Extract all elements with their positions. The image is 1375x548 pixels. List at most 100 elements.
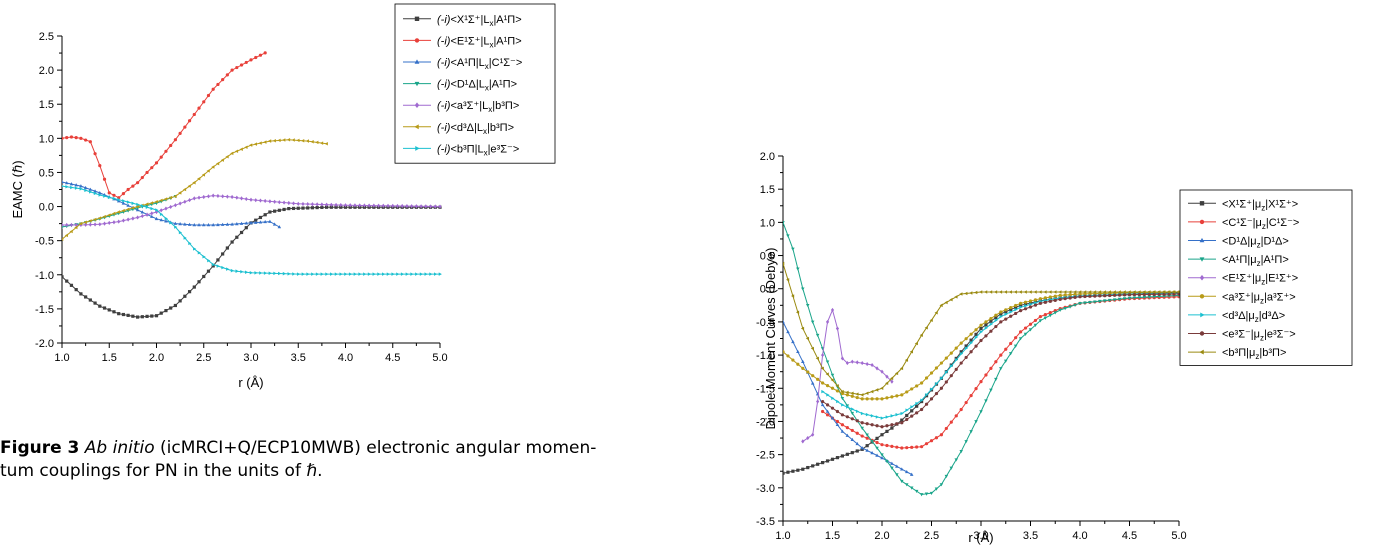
data-point	[1048, 299, 1052, 303]
data-point	[836, 399, 840, 404]
data-point	[329, 205, 333, 209]
data-point	[263, 140, 267, 144]
data-point	[1107, 290, 1111, 294]
data-point	[994, 318, 998, 323]
data-point	[855, 409, 860, 414]
data-point	[187, 119, 192, 123]
data-point	[273, 209, 277, 213]
data-point	[855, 360, 859, 365]
data-point	[319, 141, 324, 145]
data-point	[920, 381, 924, 385]
data-point	[315, 140, 319, 145]
data-point	[391, 203, 395, 208]
data-point	[939, 483, 944, 487]
data-point	[287, 200, 291, 206]
data-point	[187, 222, 192, 226]
data-point	[979, 338, 983, 343]
data-point	[865, 436, 869, 440]
data-point	[1038, 290, 1042, 294]
data-point	[320, 272, 324, 276]
data-point	[150, 214, 154, 218]
legend-item: (-i)<b³Π|Lx​|e³Σ⁻>	[403, 143, 519, 157]
data-point	[112, 193, 116, 197]
data-point	[249, 143, 253, 147]
data-point	[870, 440, 874, 444]
data-point	[174, 225, 178, 229]
data-point	[183, 199, 187, 204]
data-point	[944, 380, 948, 384]
data-point	[1088, 300, 1092, 305]
data-point	[900, 467, 904, 471]
data-point	[860, 447, 864, 451]
data-point	[914, 341, 918, 346]
data-point	[244, 270, 249, 274]
data-point	[964, 355, 968, 360]
data-point	[65, 136, 69, 140]
data-point	[235, 269, 239, 273]
data-point	[1028, 322, 1033, 326]
data-point	[801, 287, 805, 291]
data-point	[197, 223, 201, 227]
data-point	[93, 222, 97, 227]
data-point	[1013, 290, 1017, 294]
data-point	[263, 213, 267, 217]
data-point	[230, 268, 235, 273]
data-point	[865, 448, 869, 452]
data-point	[164, 149, 168, 153]
data-point	[1063, 307, 1067, 311]
data-point	[206, 169, 210, 173]
data-point	[845, 433, 850, 437]
data-point	[880, 386, 884, 391]
data-point	[98, 193, 102, 197]
data-point	[816, 377, 820, 381]
data-point	[278, 271, 282, 276]
data-point	[944, 300, 948, 305]
x-tick-label: 1.0	[775, 530, 790, 542]
y-tick-label: 2.5	[39, 31, 54, 43]
data-point	[410, 272, 414, 276]
data-point	[786, 470, 790, 474]
data-point	[1028, 290, 1032, 294]
data-point	[860, 397, 864, 401]
data-point	[895, 422, 899, 426]
data-point	[254, 55, 258, 60]
data-point	[860, 446, 864, 450]
data-point	[1023, 302, 1028, 306]
data-point	[1118, 293, 1122, 297]
data-point	[93, 189, 97, 193]
x-tick-label: 2.5	[924, 530, 939, 542]
data-point	[979, 290, 983, 294]
data-point	[235, 235, 239, 239]
data-point	[974, 328, 978, 332]
data-point	[315, 202, 319, 207]
data-point	[835, 419, 840, 424]
data-point	[1019, 301, 1023, 305]
data-point	[1009, 341, 1013, 346]
data-point	[1162, 290, 1166, 294]
data-point	[795, 310, 800, 315]
data-point	[240, 269, 244, 274]
data-point	[845, 390, 849, 395]
data-point	[1023, 290, 1027, 294]
data-point	[325, 202, 329, 207]
data-point	[1162, 294, 1166, 299]
data-point	[860, 411, 865, 416]
data-point	[835, 456, 840, 460]
data-point	[419, 204, 423, 209]
data-point	[178, 299, 182, 303]
data-point	[1068, 290, 1072, 294]
data-point	[934, 311, 938, 315]
data-point	[845, 393, 849, 397]
data-point	[790, 294, 795, 298]
x-tick-label: 4.5	[385, 352, 400, 364]
data-point	[870, 362, 874, 368]
data-point	[924, 492, 929, 496]
y-axis-label: Dipole Moment Curves (Debye)	[763, 247, 778, 429]
data-point	[287, 207, 291, 211]
data-point	[74, 225, 78, 230]
data-point	[825, 360, 830, 364]
data-point	[145, 212, 149, 217]
data-point	[126, 207, 130, 212]
data-point	[830, 416, 835, 420]
data-point	[914, 489, 919, 494]
